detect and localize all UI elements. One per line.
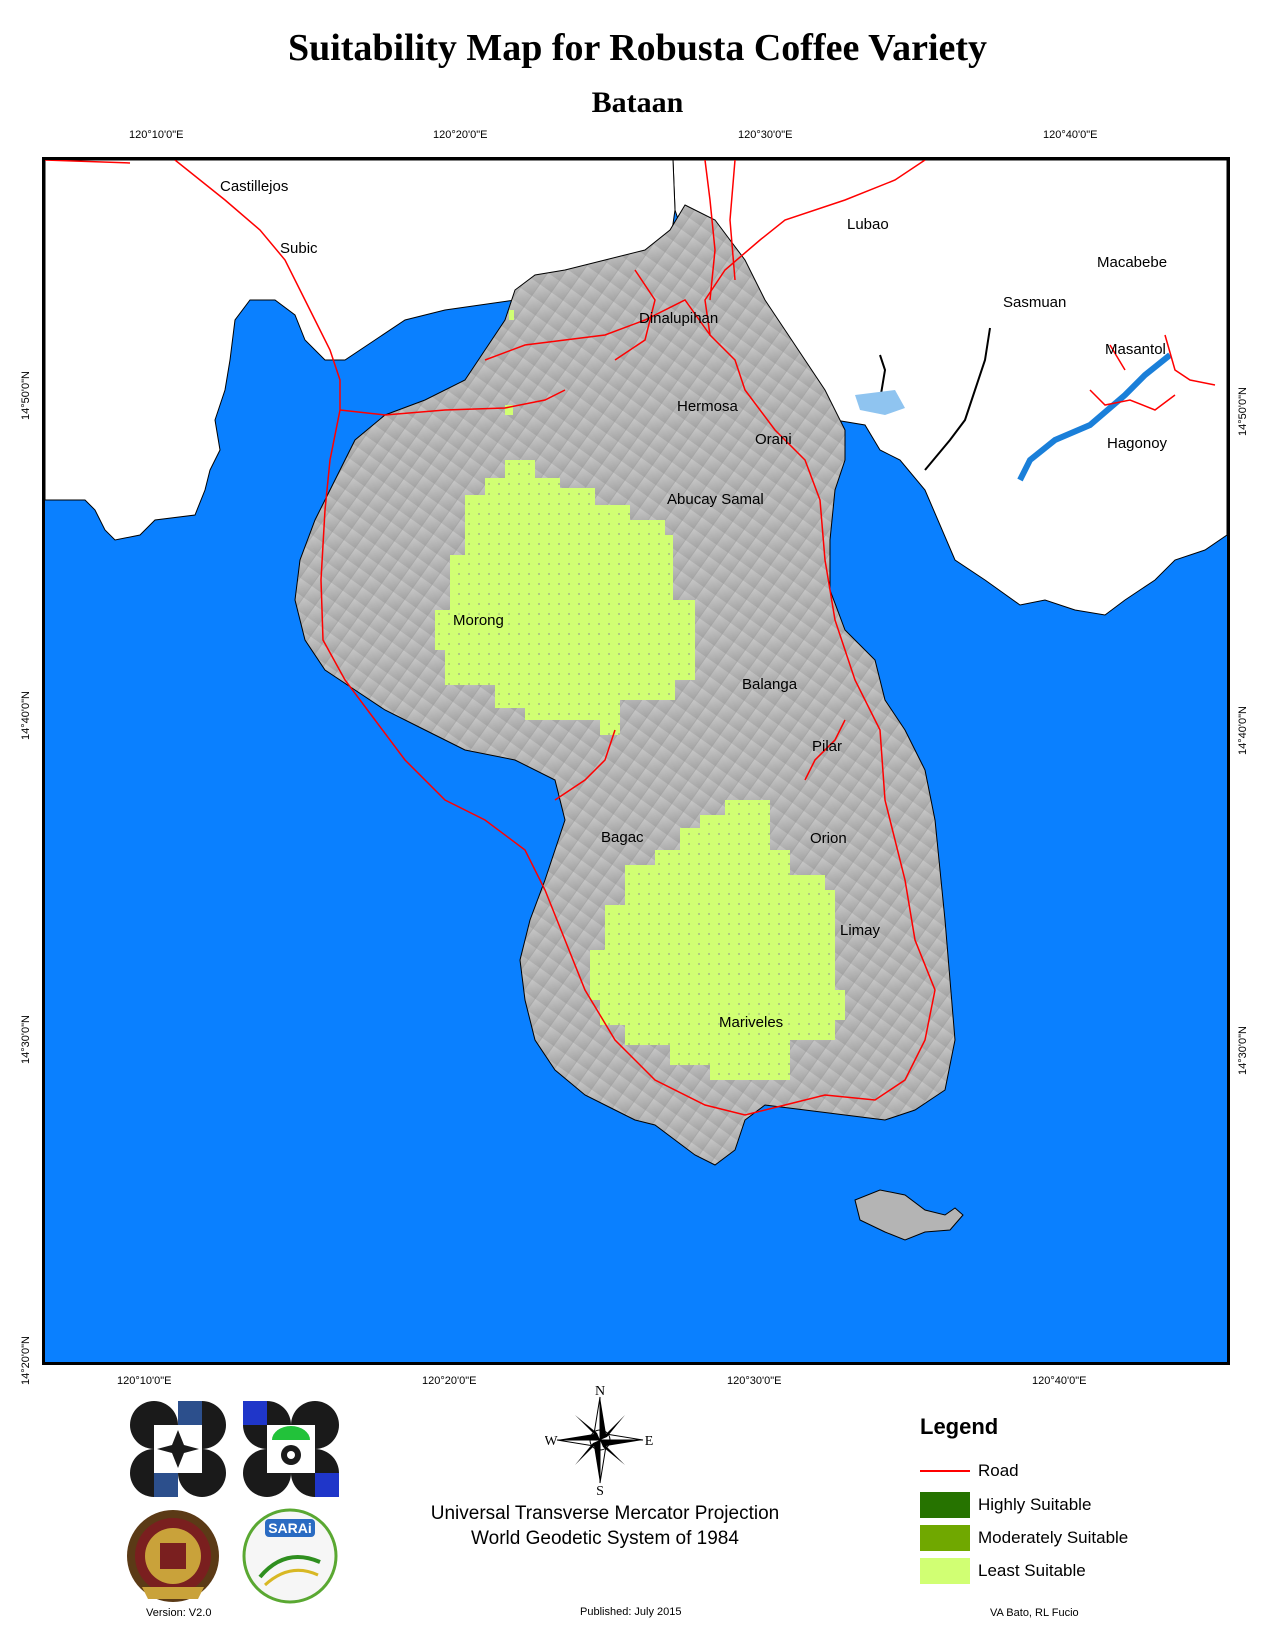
map-canvas: Castillejos Subic Lubao Macabebe Sasmuan…: [45, 160, 1227, 1362]
map-frame[interactable]: Castillejos Subic Lubao Macabebe Sasmuan…: [42, 157, 1230, 1365]
agency-logo-2: [242, 1400, 340, 1498]
compass-n: N: [595, 1385, 605, 1399]
agency-logo-2-icon: [243, 1401, 339, 1497]
compass-icon: N S E W: [544, 1384, 654, 1499]
label-macabebe: Macabebe: [1097, 254, 1167, 271]
label-balanga: Balanga: [742, 676, 798, 693]
top-tick: 120°40'0"E: [1043, 129, 1098, 141]
label-castillejos: Castillejos: [220, 178, 288, 195]
river: [924, 327, 991, 471]
road: [704, 160, 716, 301]
river: [879, 354, 887, 401]
top-tick: 120°30'0"E: [738, 129, 793, 141]
agency-logo-1: [129, 1400, 227, 1498]
least-suitable-small: [505, 405, 513, 415]
svg-text:SARAi: SARAi: [268, 1520, 312, 1536]
least-suitable-small: [509, 310, 514, 320]
left-tick: 14°30'0"N: [20, 1015, 32, 1064]
corregidor-island: [854, 1189, 964, 1241]
legend-title: Legend: [920, 1414, 999, 1439]
label-bagac: Bagac: [601, 829, 644, 846]
least-suitable-south: [590, 800, 845, 1080]
label-hermosa: Hermosa: [677, 398, 739, 415]
road: [554, 729, 616, 801]
road-line-icon: [920, 1458, 970, 1484]
up-seal-logo: [124, 1507, 222, 1605]
label-mariveles: Mariveles: [719, 1014, 783, 1031]
compass-e: E: [645, 1434, 654, 1449]
top-tick: 120°20'0"E: [433, 129, 488, 141]
left-tick: 14°40'0"N: [20, 691, 32, 740]
authors-label: VA Bato, RL Fucio: [990, 1607, 1079, 1619]
label-morong: Morong: [453, 612, 504, 629]
least-suitable-swatch: [920, 1558, 970, 1584]
bottom-tick: 120°30'0"E: [727, 1375, 782, 1387]
map-title: Suitability Map for Robusta Coffee Varie…: [287, 27, 988, 69]
least-suitable-north: [435, 460, 695, 735]
bottom-tick: 120°10'0"E: [117, 1375, 172, 1387]
projection-line-2: World Geodetic System of 1984: [471, 1528, 739, 1549]
road: [45, 160, 131, 164]
road: [729, 160, 736, 281]
right-tick: 14°40'0"N: [1237, 706, 1249, 755]
road: [1109, 344, 1126, 371]
version-label: Version: V2.0: [146, 1607, 212, 1619]
label-lubao: Lubao: [847, 216, 889, 233]
legend-item-road: Road: [920, 1458, 1019, 1484]
road: [614, 269, 656, 361]
label-limay: Limay: [840, 922, 881, 939]
river: [1017, 352, 1172, 482]
up-seal-icon: [127, 1510, 219, 1602]
label-hagonoy: Hagonoy: [1107, 435, 1168, 452]
label-orani: Orani: [755, 431, 792, 448]
legend-item-highly-suitable: Highly Suitable: [920, 1492, 1091, 1518]
water-fishpond: [855, 390, 905, 415]
label-orion: Orion: [810, 830, 847, 847]
right-tick: 14°30'0"N: [1237, 1026, 1249, 1075]
label-sasmuan: Sasmuan: [1003, 294, 1066, 311]
label-dinalupihan: Dinalupihan: [639, 310, 718, 327]
label-subic: Subic: [280, 240, 318, 257]
right-tick: 14°50'0"N: [1237, 387, 1249, 436]
bottom-tick: 120°20'0"E: [422, 1375, 477, 1387]
label-abucay-samal: Abucay Samal: [667, 491, 764, 508]
compass-s: S: [596, 1484, 604, 1495]
road-network: [45, 160, 1216, 1116]
bottom-tick: 120°40'0"E: [1032, 1375, 1087, 1387]
projection-line-1: Universal Transverse Mercator Projection: [430, 1503, 780, 1524]
highly-suitable-swatch: [920, 1492, 970, 1518]
map-subtitle: Bataan: [591, 86, 684, 119]
road: [1164, 334, 1216, 386]
road: [1089, 389, 1176, 411]
legend-item-least-suitable: Least Suitable: [920, 1558, 1086, 1584]
published-label: Published: July 2015: [580, 1606, 682, 1618]
sarai-icon: SARAi: [242, 1508, 338, 1604]
road: [804, 719, 846, 781]
agency-logo-1-icon: [130, 1401, 226, 1497]
road: [174, 160, 936, 1116]
compass-rose: N S E W: [544, 1384, 655, 1499]
moderately-suitable-swatch: [920, 1525, 970, 1551]
sarai-logo: SARAi: [240, 1507, 340, 1605]
road: [484, 299, 711, 361]
label-pilar: Pilar: [812, 738, 842, 755]
legend-item-moderately-suitable: Moderately Suitable: [920, 1525, 1128, 1551]
compass-w: W: [545, 1434, 558, 1449]
left-tick: 14°20'0"N: [20, 1336, 32, 1385]
label-masantol: Masantol: [1105, 341, 1166, 358]
left-tick: 14°50'0"N: [20, 371, 32, 420]
top-tick: 120°10'0"E: [129, 129, 184, 141]
road: [339, 389, 566, 416]
